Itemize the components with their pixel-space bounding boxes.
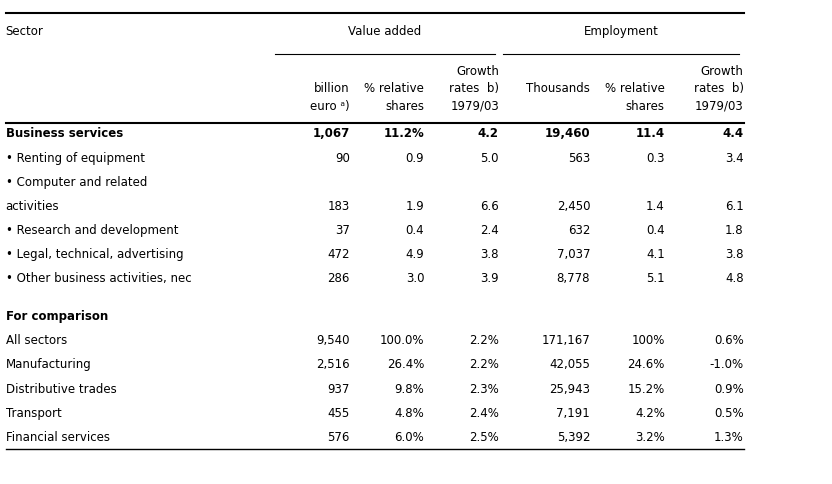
Text: 4.4: 4.4 xyxy=(722,127,744,140)
Text: 4.8%: 4.8% xyxy=(394,407,424,420)
Text: 2.5%: 2.5% xyxy=(469,431,499,444)
Text: • Renting of equipment: • Renting of equipment xyxy=(6,151,145,165)
Text: 25,943: 25,943 xyxy=(549,382,590,395)
Text: • Computer and related: • Computer and related xyxy=(6,176,147,189)
Text: Employment: Employment xyxy=(584,26,659,38)
Text: 4.2%: 4.2% xyxy=(635,407,665,420)
Text: 2.4%: 2.4% xyxy=(469,407,499,420)
Text: 3.2%: 3.2% xyxy=(635,431,665,444)
Text: All sectors: All sectors xyxy=(6,334,67,348)
Text: 937: 937 xyxy=(327,382,349,395)
Text: 1979/03: 1979/03 xyxy=(450,100,499,113)
Text: 3.9: 3.9 xyxy=(480,272,499,285)
Text: activities: activities xyxy=(6,200,59,212)
Text: 15.2%: 15.2% xyxy=(627,382,665,395)
Text: rates  b): rates b) xyxy=(694,82,744,95)
Text: Growth: Growth xyxy=(456,65,499,78)
Text: 171,167: 171,167 xyxy=(542,334,590,348)
Text: 183: 183 xyxy=(328,200,349,212)
Text: 7,191: 7,191 xyxy=(557,407,590,420)
Text: 11.2%: 11.2% xyxy=(384,127,424,140)
Text: Value added: Value added xyxy=(349,26,422,38)
Text: -1.0%: -1.0% xyxy=(710,359,744,371)
Text: 8,778: 8,778 xyxy=(557,272,590,285)
Text: 4.1: 4.1 xyxy=(646,248,665,261)
Text: 37: 37 xyxy=(334,224,349,237)
Text: % relative: % relative xyxy=(605,82,665,95)
Text: 5,392: 5,392 xyxy=(557,431,590,444)
Text: 5.1: 5.1 xyxy=(646,272,665,285)
Text: 576: 576 xyxy=(327,431,349,444)
Text: 1.3%: 1.3% xyxy=(714,431,744,444)
Text: 100.0%: 100.0% xyxy=(379,334,424,348)
Text: 455: 455 xyxy=(328,407,349,420)
Text: 1,067: 1,067 xyxy=(312,127,349,140)
Text: Transport: Transport xyxy=(6,407,62,420)
Text: 563: 563 xyxy=(568,151,590,165)
Text: 2,450: 2,450 xyxy=(557,200,590,212)
Text: 9,540: 9,540 xyxy=(316,334,349,348)
Text: 2.2%: 2.2% xyxy=(469,334,499,348)
Text: 286: 286 xyxy=(327,272,349,285)
Text: 0.4: 0.4 xyxy=(646,224,665,237)
Text: 6.0%: 6.0% xyxy=(394,431,424,444)
Text: 0.3: 0.3 xyxy=(646,151,665,165)
Text: 3.4: 3.4 xyxy=(725,151,744,165)
Text: 42,055: 42,055 xyxy=(549,359,590,371)
Text: 6.6: 6.6 xyxy=(480,200,499,212)
Text: 5.0: 5.0 xyxy=(480,151,499,165)
Text: billion: billion xyxy=(314,82,349,95)
Text: 9.8%: 9.8% xyxy=(394,382,424,395)
Text: rates  b): rates b) xyxy=(449,82,499,95)
Text: Distributive trades: Distributive trades xyxy=(6,382,116,395)
Text: 11.4: 11.4 xyxy=(636,127,665,140)
Text: 3.0: 3.0 xyxy=(406,272,424,285)
Text: 1979/03: 1979/03 xyxy=(695,100,744,113)
Text: 2,516: 2,516 xyxy=(316,359,349,371)
Text: 26.4%: 26.4% xyxy=(387,359,424,371)
Text: 19,460: 19,460 xyxy=(544,127,590,140)
Text: • Legal, technical, advertising: • Legal, technical, advertising xyxy=(6,248,183,261)
Text: 7,037: 7,037 xyxy=(557,248,590,261)
Text: 4.2: 4.2 xyxy=(478,127,499,140)
Text: 3.8: 3.8 xyxy=(725,248,744,261)
Text: 2.3%: 2.3% xyxy=(469,382,499,395)
Text: 4.9: 4.9 xyxy=(405,248,424,261)
Text: 2.2%: 2.2% xyxy=(469,359,499,371)
Text: euro ᵃ): euro ᵃ) xyxy=(310,100,349,113)
Text: % relative: % relative xyxy=(364,82,424,95)
Text: 1.9: 1.9 xyxy=(405,200,424,212)
Text: shares: shares xyxy=(626,100,665,113)
Text: 0.5%: 0.5% xyxy=(714,407,744,420)
Text: For comparison: For comparison xyxy=(6,310,108,323)
Text: 3.8: 3.8 xyxy=(480,248,499,261)
Text: 4.8: 4.8 xyxy=(725,272,744,285)
Text: 100%: 100% xyxy=(631,334,665,348)
Text: Growth: Growth xyxy=(701,65,744,78)
Text: Financial services: Financial services xyxy=(6,431,110,444)
Text: 472: 472 xyxy=(327,248,349,261)
Text: Thousands: Thousands xyxy=(527,82,590,95)
Text: 24.6%: 24.6% xyxy=(627,359,665,371)
Text: 0.6%: 0.6% xyxy=(714,334,744,348)
Text: Sector: Sector xyxy=(6,26,43,38)
Text: 6.1: 6.1 xyxy=(725,200,744,212)
Text: 2.4: 2.4 xyxy=(480,224,499,237)
Text: 0.9: 0.9 xyxy=(406,151,424,165)
Text: • Research and development: • Research and development xyxy=(6,224,178,237)
Text: shares: shares xyxy=(385,100,424,113)
Text: 0.9%: 0.9% xyxy=(714,382,744,395)
Text: 632: 632 xyxy=(567,224,590,237)
Text: • Other business activities, nec: • Other business activities, nec xyxy=(6,272,191,285)
Text: 1.4: 1.4 xyxy=(646,200,665,212)
Text: Business services: Business services xyxy=(6,127,123,140)
Text: 1.8: 1.8 xyxy=(725,224,744,237)
Text: Manufacturing: Manufacturing xyxy=(6,359,92,371)
Text: 0.4: 0.4 xyxy=(406,224,424,237)
Text: 90: 90 xyxy=(334,151,349,165)
